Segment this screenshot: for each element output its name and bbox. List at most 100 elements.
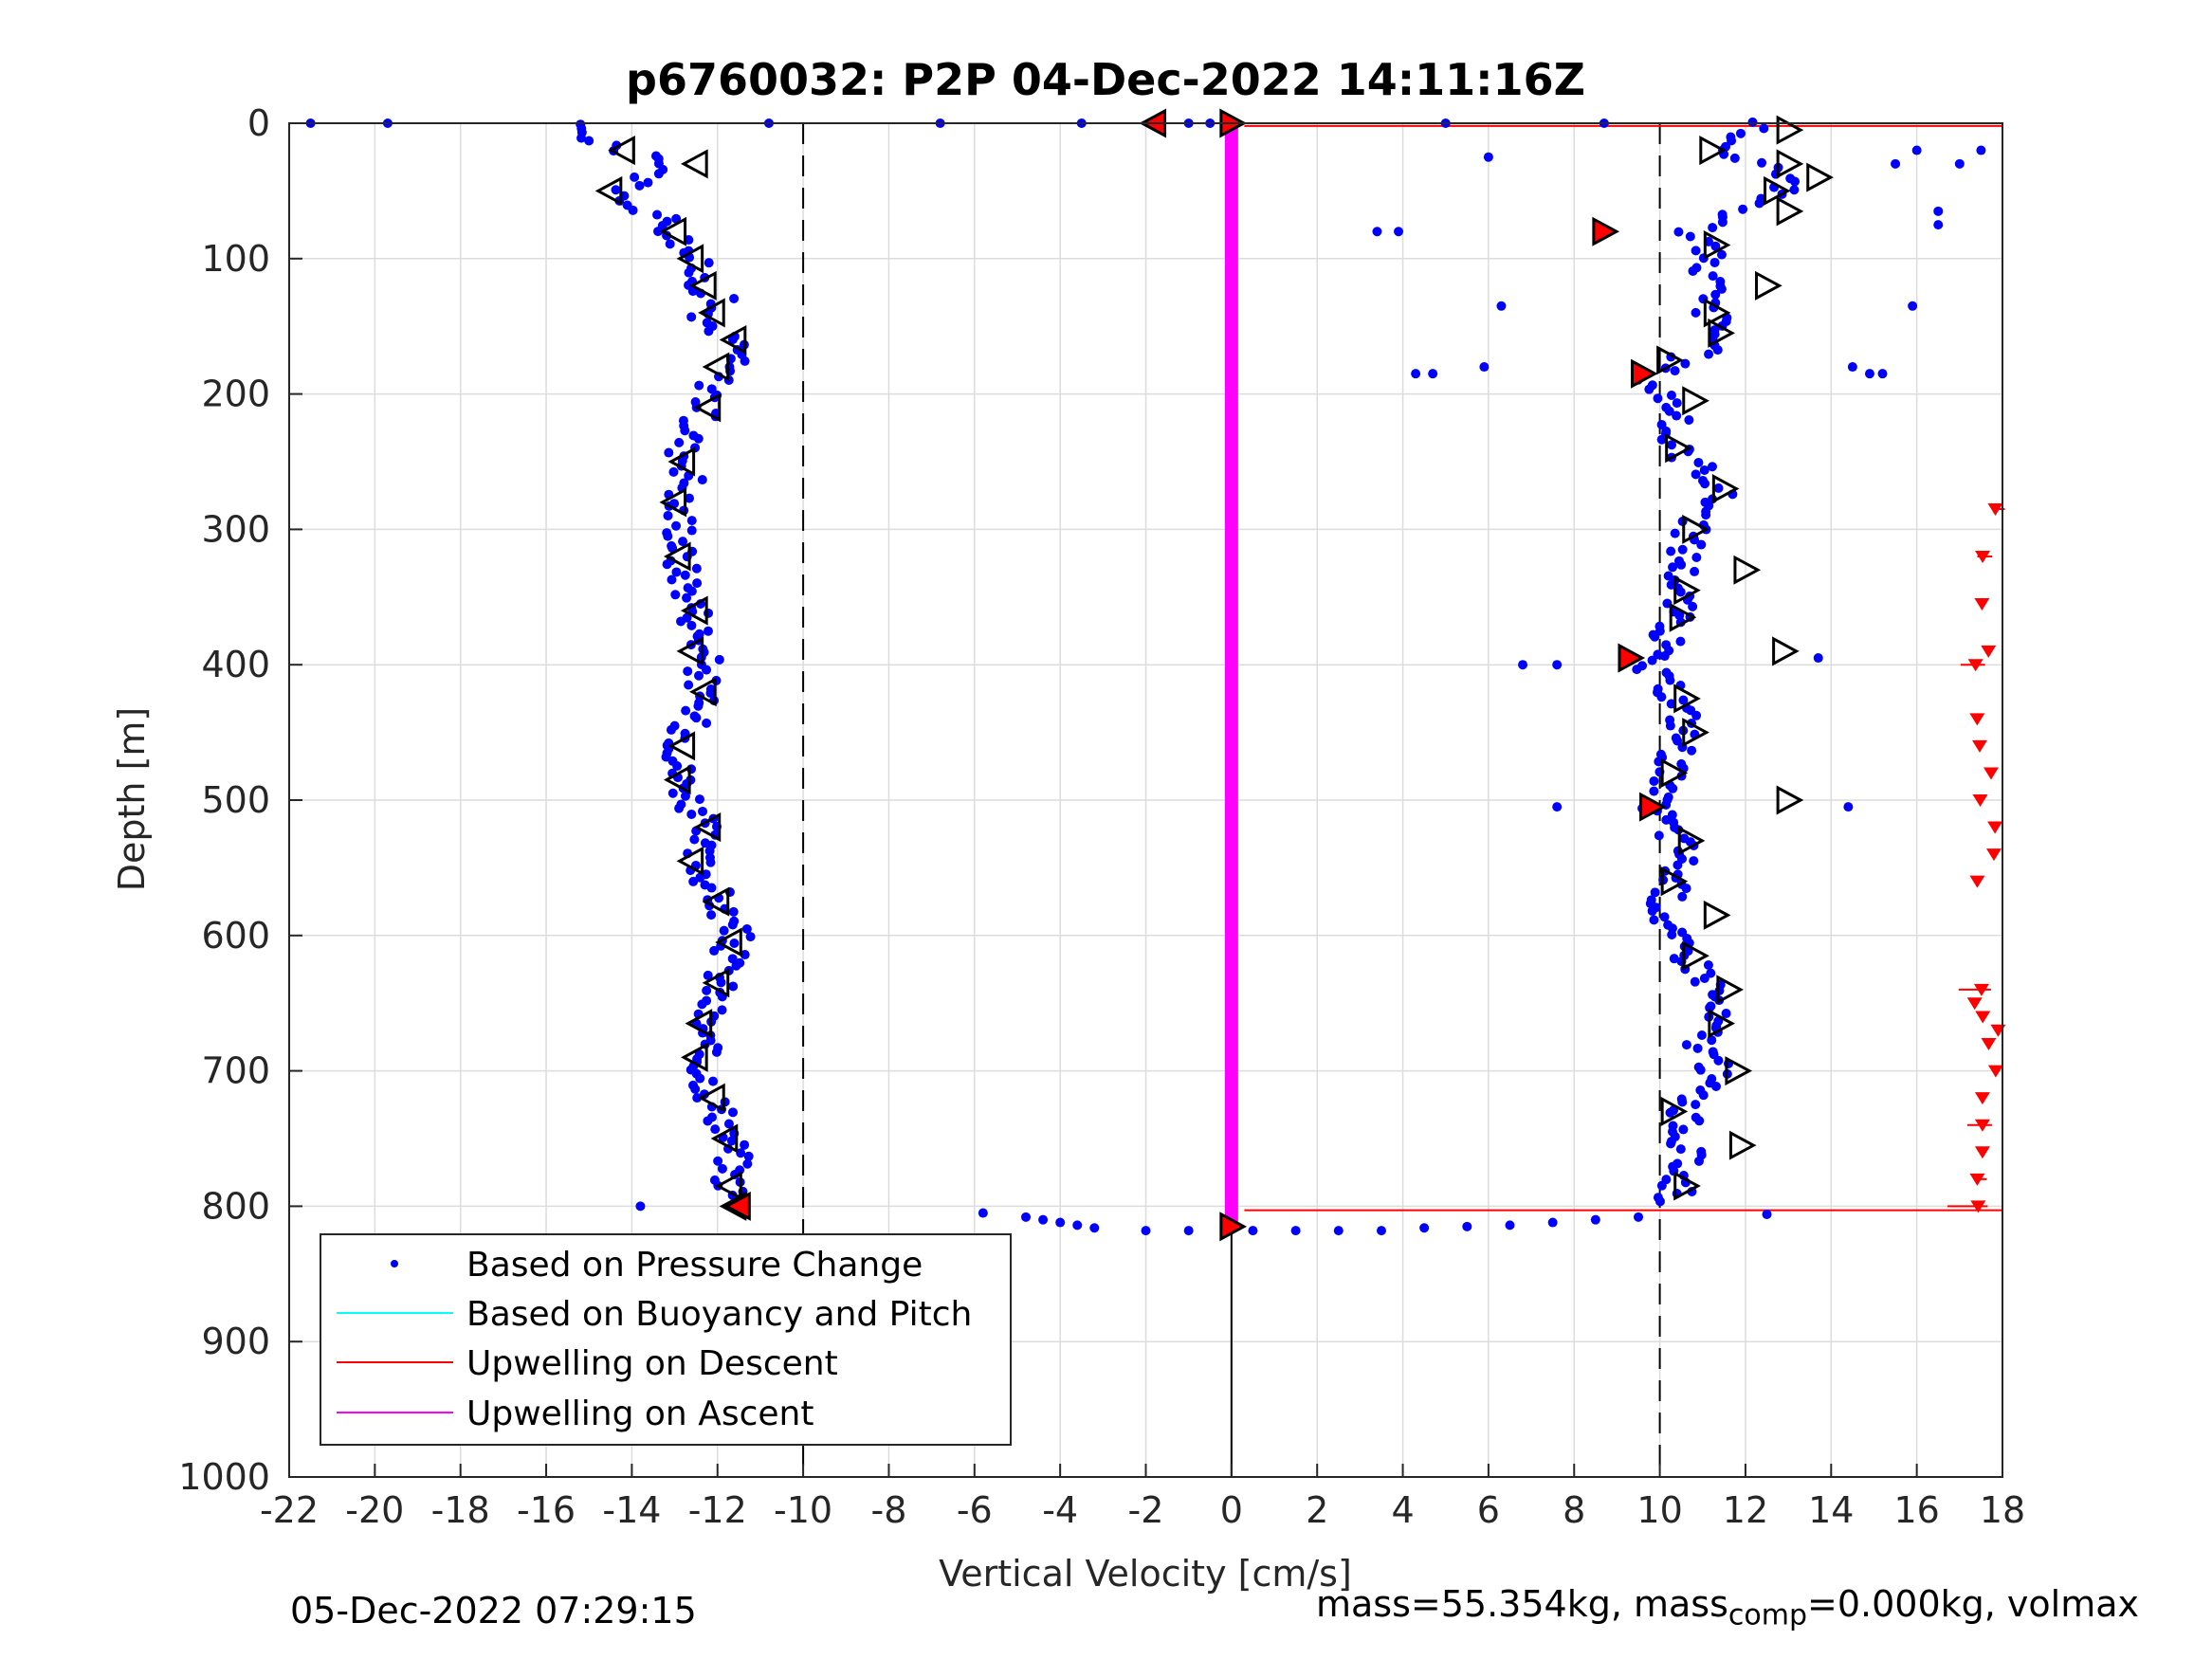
descent-triangle-marker <box>1656 345 1684 375</box>
pressure-point <box>705 688 716 699</box>
pressure-point <box>1695 1065 1706 1075</box>
red-event-marker <box>1592 216 1620 246</box>
legend-label-pressure: Based on Pressure Change <box>466 1246 923 1285</box>
pressure-point <box>1681 1040 1691 1050</box>
pressure-point <box>1713 1055 1724 1066</box>
pressure-point <box>1667 440 1677 450</box>
pressure-point <box>1462 1221 1472 1231</box>
pressure-point <box>1653 393 1663 404</box>
descent-upwelling-marker <box>1987 821 2003 834</box>
pressure-point <box>1664 406 1674 416</box>
pressure-point <box>1654 1196 1665 1207</box>
red-event-marker <box>723 1191 751 1221</box>
pressure-point <box>1672 410 1682 421</box>
pressure-point <box>1672 398 1682 409</box>
pressure-point <box>1701 510 1711 520</box>
pressure-point <box>1656 692 1667 702</box>
pressure-point <box>695 1073 705 1084</box>
pressure-point <box>1738 204 1748 214</box>
pressure-point <box>1762 1209 1772 1219</box>
pressure-point <box>671 567 682 577</box>
pressure-point <box>681 705 691 716</box>
descent-triangle-marker <box>1776 196 1804 227</box>
pressure-point <box>1690 976 1700 987</box>
footer-mass-suffix: =0.000kg, volmax <box>1807 1583 2140 1625</box>
pressure-point <box>1689 856 1699 866</box>
y-tick-labels: 0 100 200 300 400 500 600 700 800 900 1000 <box>178 102 302 1498</box>
descent-triangle-marker <box>1716 975 1745 1005</box>
pressure-point <box>743 1151 754 1161</box>
pressure-point <box>1716 249 1727 260</box>
ascent-triangle-marker <box>698 1083 725 1113</box>
descent-triangle-marker <box>1660 866 1689 897</box>
pressure-point <box>727 954 738 964</box>
ascent-triangle-marker <box>667 731 696 761</box>
pressure-point <box>1665 1107 1675 1118</box>
pressure-point <box>695 872 705 883</box>
x-tick-label: 10 <box>1636 1489 1682 1531</box>
pressure-point <box>714 654 724 665</box>
descent-triangle-marker <box>1733 555 1762 585</box>
ascent-triangle-marker <box>659 216 687 246</box>
pressure-point <box>1552 802 1563 812</box>
legend-label-ascent: Upwelling on Ascent <box>466 1395 814 1433</box>
pressure-point <box>704 258 714 268</box>
pressure-point <box>729 939 740 949</box>
y-tick-label: 900 <box>201 1321 270 1362</box>
pressure-point <box>698 806 708 816</box>
pressure-point <box>680 426 690 436</box>
pressure-point <box>697 999 707 1010</box>
pressure-point <box>1847 362 1857 373</box>
y-tick-label: 500 <box>201 779 270 821</box>
pressure-point <box>1680 358 1691 369</box>
pressure-point <box>1518 660 1528 670</box>
pressure-point <box>1649 775 1659 786</box>
pressure-point <box>1908 301 1918 311</box>
pressure-point <box>1694 1116 1705 1126</box>
x-tick-label: 8 <box>1563 1489 1585 1531</box>
descent-upwelling-marker <box>1974 1092 1990 1105</box>
pressure-point <box>664 447 674 458</box>
x-tick-label: -20 <box>345 1489 404 1531</box>
pressure-point <box>1677 1097 1688 1107</box>
y-tick-label: 300 <box>201 508 270 550</box>
pressure-point <box>1710 289 1721 300</box>
ascent-triangle-marker <box>608 136 635 166</box>
pressure-point <box>1690 566 1700 576</box>
pressure-point <box>1656 434 1667 445</box>
pressure-point <box>1708 223 1718 233</box>
x-tick-label: -14 <box>602 1489 661 1531</box>
pressure-point <box>1590 1214 1600 1225</box>
pressure-point <box>704 326 714 337</box>
legend-label-buoyancy: Based on Buoyancy and Pitch <box>466 1295 972 1334</box>
pressure-point <box>628 205 638 215</box>
descent-upwelling-marker <box>1974 597 1990 611</box>
pressure-point <box>686 620 697 630</box>
pressure-point <box>1394 227 1404 237</box>
pressure-point <box>704 608 714 618</box>
ascent-triangle-marker <box>702 352 730 382</box>
pressure-point <box>667 788 678 798</box>
pressure-point <box>1667 929 1677 939</box>
pressure-point <box>727 920 738 930</box>
pressure-point <box>653 169 664 179</box>
descent-triangle-marker <box>1776 785 1804 815</box>
pressure-point <box>671 213 682 224</box>
pressure-point <box>691 563 702 574</box>
pressure-point <box>674 437 685 447</box>
pressure-point <box>706 910 717 921</box>
pressure-point <box>702 985 712 995</box>
descent-upwelling-marker <box>1966 997 1983 1011</box>
descent-upwelling-marker <box>1971 739 1987 753</box>
pressure-point <box>1954 158 1965 169</box>
pressure-point <box>1141 1226 1151 1236</box>
descent-upwelling-marker <box>1985 848 2002 862</box>
pressure-point <box>1650 631 1660 642</box>
pressure-point <box>1632 665 1642 675</box>
pressure-point <box>1696 539 1707 550</box>
descent-triangle-marker <box>1682 386 1709 416</box>
legend: Based on Pressure Change Based on Buoyan… <box>320 1233 1012 1446</box>
descent-triangle-marker <box>1699 136 1727 166</box>
pressure-point <box>693 701 704 711</box>
pressure-point <box>731 960 741 971</box>
